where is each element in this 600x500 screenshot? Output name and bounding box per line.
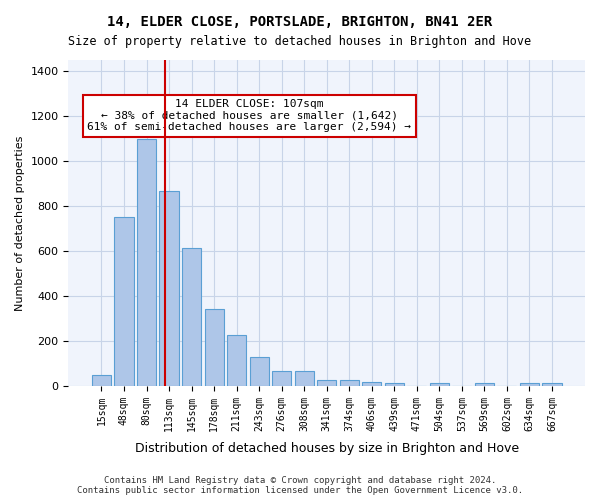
Text: Size of property relative to detached houses in Brighton and Hove: Size of property relative to detached ho…	[68, 35, 532, 48]
Bar	[317, 380, 336, 386]
Bar	[137, 138, 156, 386]
Bar	[250, 356, 269, 386]
Text: 14, ELDER CLOSE, PORTSLADE, BRIGHTON, BN41 2ER: 14, ELDER CLOSE, PORTSLADE, BRIGHTON, BN…	[107, 15, 493, 29]
Bar	[115, 218, 134, 386]
Bar	[475, 383, 494, 386]
Bar	[227, 334, 246, 386]
Bar	[430, 383, 449, 386]
Bar	[340, 380, 359, 386]
Bar	[205, 310, 224, 386]
Bar	[92, 375, 111, 386]
Bar	[542, 383, 562, 386]
Bar	[182, 248, 201, 386]
Bar	[160, 192, 179, 386]
Bar	[362, 382, 382, 386]
X-axis label: Distribution of detached houses by size in Brighton and Hove: Distribution of detached houses by size …	[134, 442, 519, 455]
Bar	[385, 382, 404, 386]
Text: Contains HM Land Registry data © Crown copyright and database right 2024.
Contai: Contains HM Land Registry data © Crown c…	[77, 476, 523, 495]
Y-axis label: Number of detached properties: Number of detached properties	[15, 136, 25, 310]
Bar	[520, 383, 539, 386]
Bar	[295, 370, 314, 386]
Text: 14 ELDER CLOSE: 107sqm
← 38% of detached houses are smaller (1,642)
61% of semi-: 14 ELDER CLOSE: 107sqm ← 38% of detached…	[87, 99, 411, 132]
Bar	[272, 372, 291, 386]
